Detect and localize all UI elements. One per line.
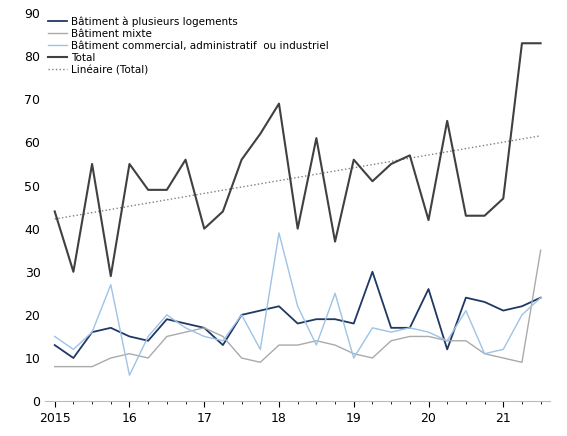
Legend: Bâtiment à plusieurs logements, Bâtiment mixte, Bâtiment commercial, administrat: Bâtiment à plusieurs logements, Bâtiment… (49, 16, 329, 75)
